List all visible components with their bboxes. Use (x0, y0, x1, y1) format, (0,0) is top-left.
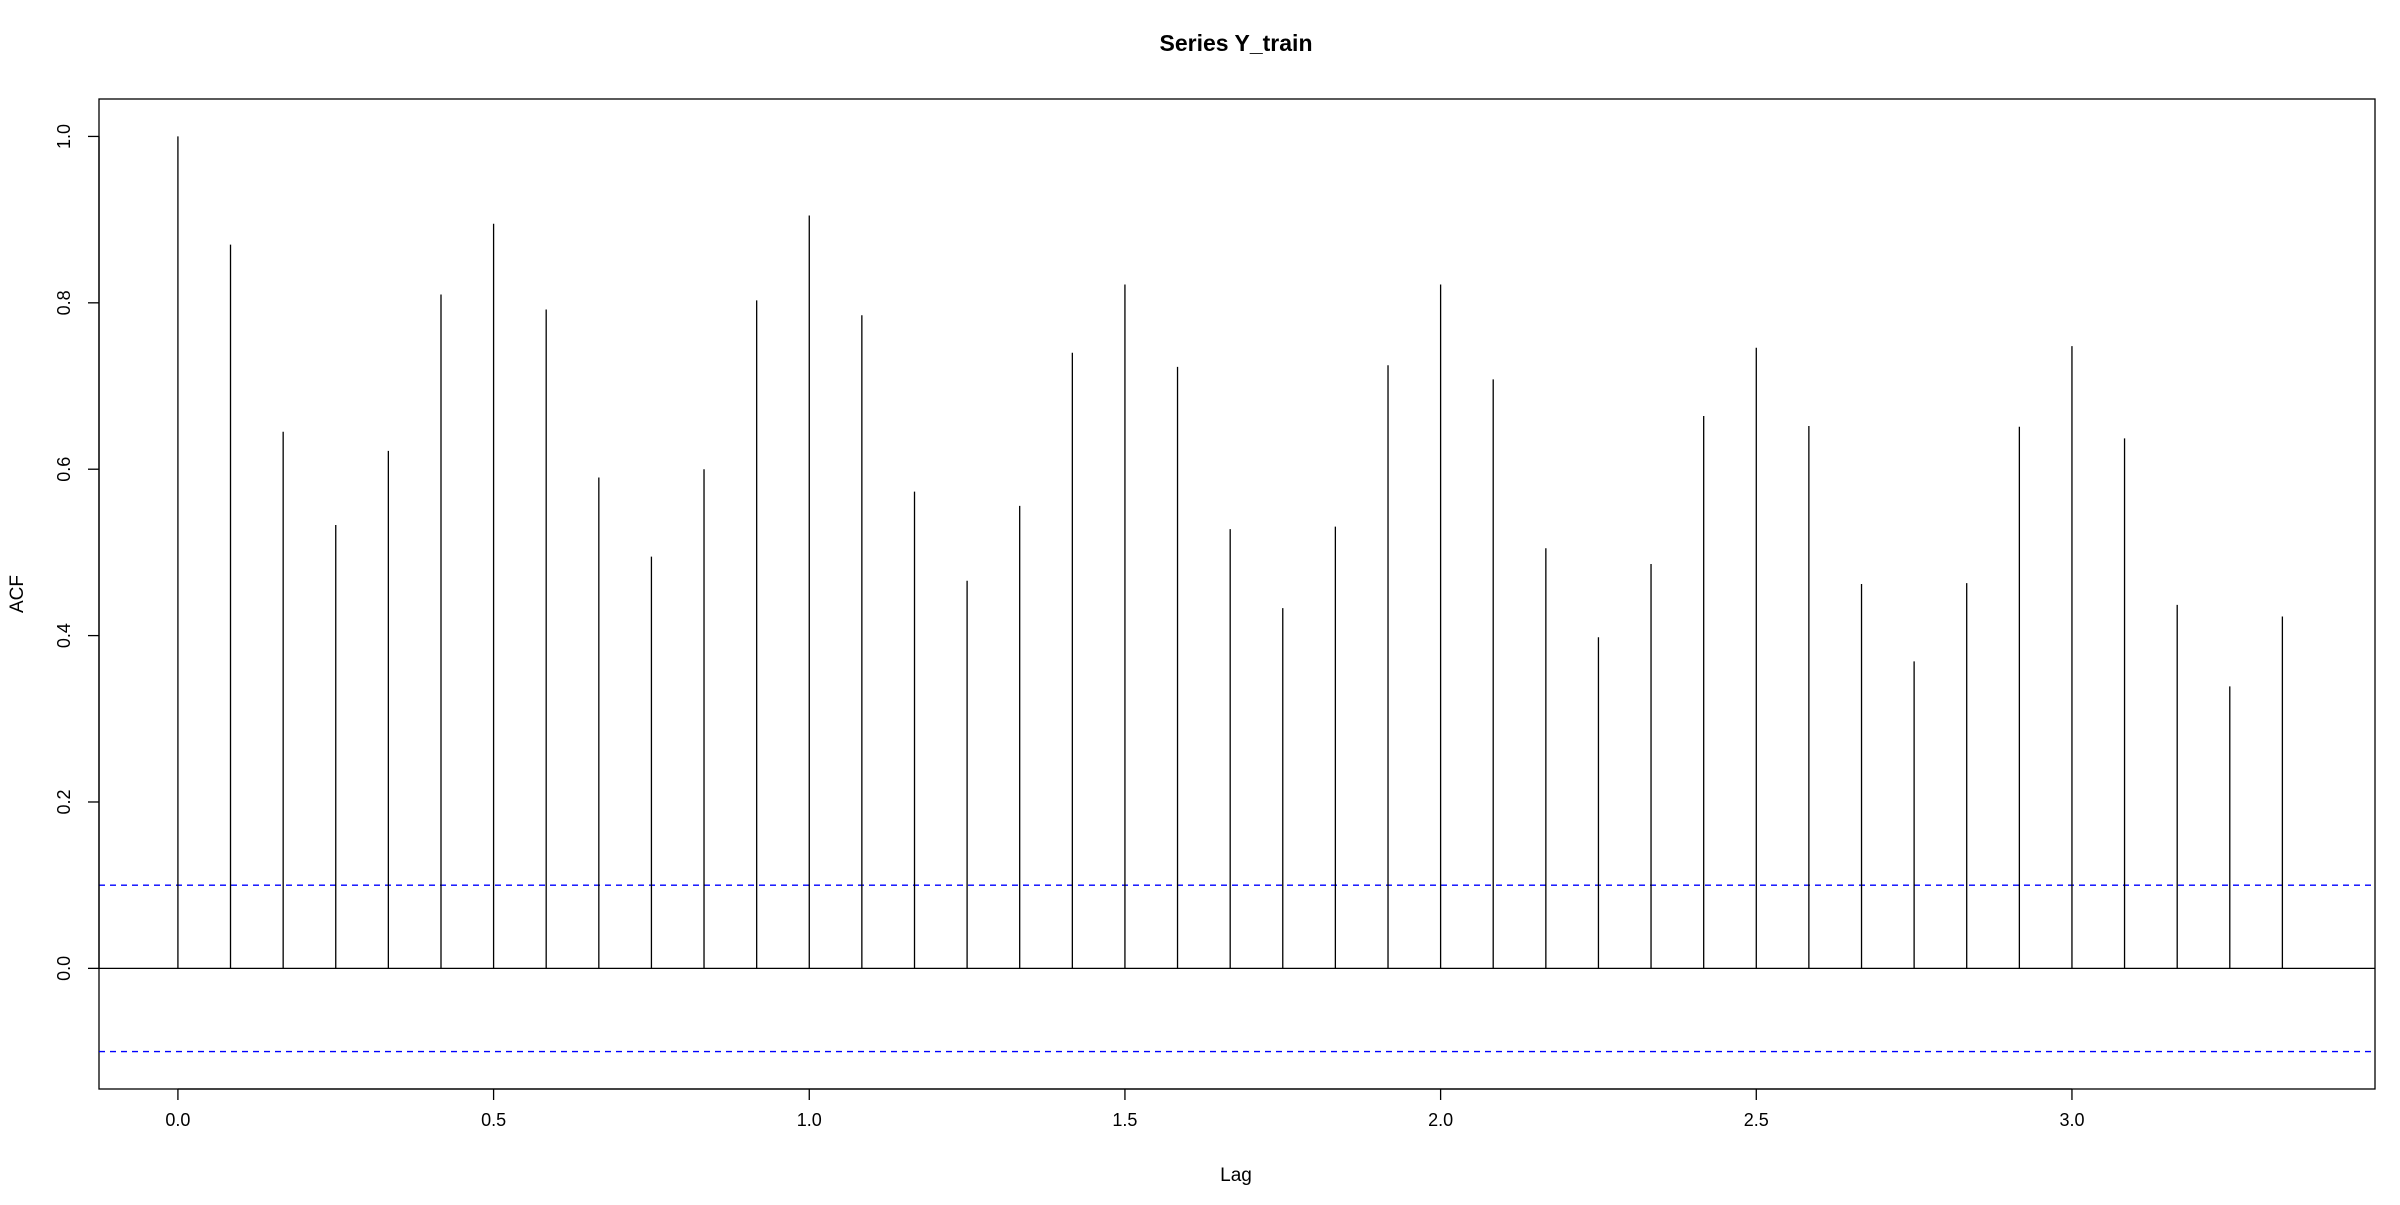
y-tick-label: 0.6 (54, 457, 74, 482)
x-tick-label: 2.5 (1744, 1110, 1769, 1130)
confidence-bounds-layer (99, 884, 2375, 1053)
x-tick-label: 1.5 (1112, 1110, 1137, 1130)
y-tick-label: 0.0 (54, 956, 74, 981)
y-tick-label: 0.2 (54, 789, 74, 814)
y-tick-label: 1.0 (54, 124, 74, 149)
y-axis: 0.0 0.2 0.4 0.6 0.8 1.0 (54, 124, 100, 981)
x-tick-label: 2.0 (1428, 1110, 1453, 1130)
x-tick-label: 0.5 (481, 1110, 506, 1130)
chart-title: Series Y_train (1159, 30, 1312, 56)
y-tick-label: 0.4 (54, 623, 74, 648)
y-tick-label: 0.8 (54, 290, 74, 315)
acf-bars-layer (177, 136, 2284, 969)
x-tick-label: 3.0 (2059, 1110, 2084, 1130)
y-axis-label: ACF (7, 575, 28, 613)
x-tick-label: 0.0 (165, 1110, 190, 1130)
x-axis: 0.0 0.5 1.0 1.5 2.0 2.5 3.0 (165, 1088, 2084, 1130)
x-tick-label: 1.0 (797, 1110, 822, 1130)
x-axis-label: Lag (1220, 1165, 1252, 1186)
